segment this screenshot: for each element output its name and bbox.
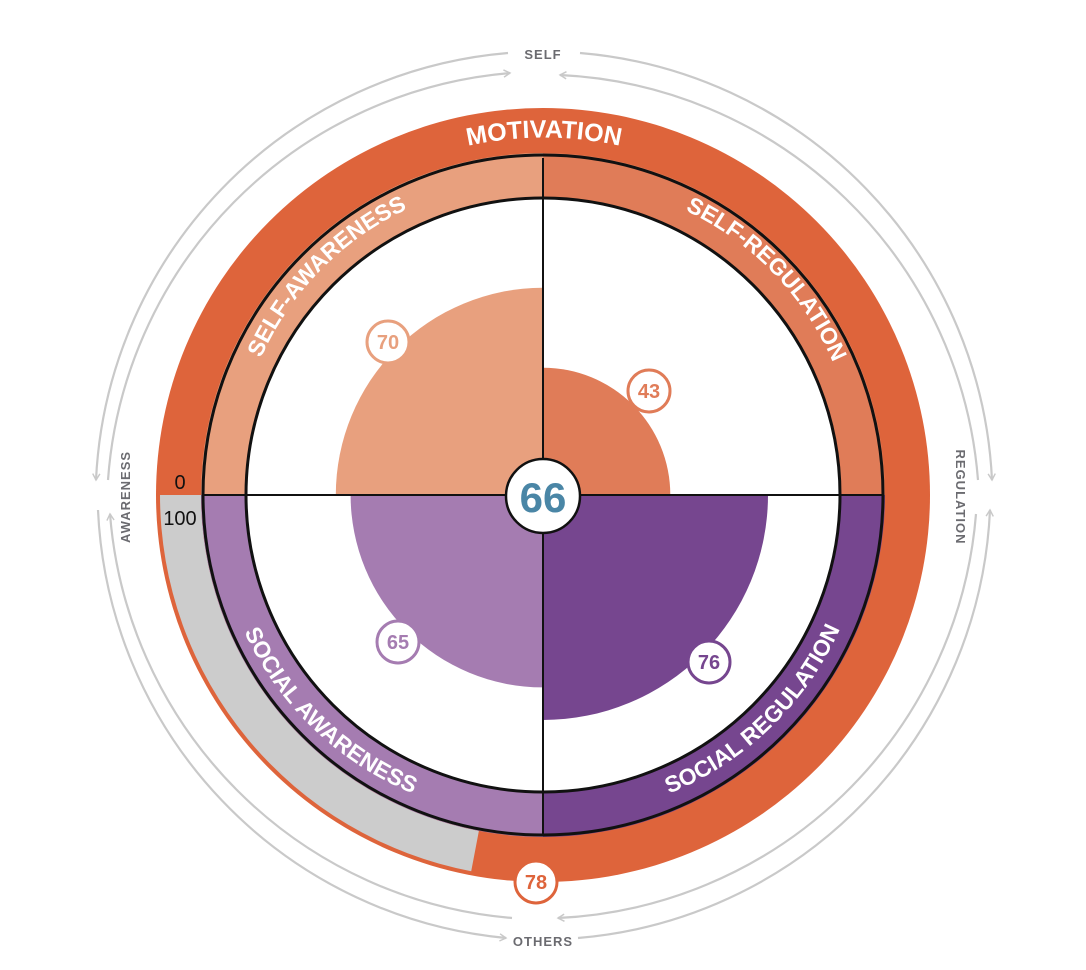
motivation-value: 78	[525, 872, 547, 894]
social-regulation-ring	[543, 495, 885, 837]
arrow-bottom-left-outer	[96, 509, 508, 942]
self-awareness-ring	[201, 153, 543, 495]
self-awareness-value-badge: 70	[365, 319, 411, 365]
social-awareness-ring	[201, 495, 543, 837]
self-regulation-wedge	[543, 367, 671, 495]
social-regulation-wedge	[543, 495, 768, 720]
axis-label-regulation: REGULATION	[953, 450, 968, 545]
arrow-top-left-inner	[106, 69, 512, 481]
axis-label-awareness: AWARENESS	[118, 451, 133, 543]
axis-label-others: OTHERS	[513, 934, 573, 949]
overall-score: 66	[520, 474, 567, 521]
social-awareness-wedge	[350, 495, 543, 688]
self-regulation-ring	[543, 153, 885, 495]
arrow-top-right-inner	[558, 71, 980, 481]
arrow-bottom-left-inner	[106, 512, 513, 920]
axis-label-self: SELF	[524, 47, 561, 62]
overall-score-badge: 66	[504, 457, 582, 535]
self-regulation-value: 43	[638, 381, 660, 403]
self-regulation-value-badge: 43	[626, 368, 672, 414]
arrow-top-right-outer	[579, 51, 996, 482]
motivation-remainder-arc	[160, 495, 479, 872]
social-awareness-value-badge: 65	[375, 619, 421, 665]
scale-max-label: 100	[163, 508, 196, 530]
self-awareness-wedge	[335, 287, 543, 495]
scale-min-label: 0	[174, 472, 185, 494]
social-regulation-value-badge: 76	[686, 639, 732, 685]
self-awareness-value: 70	[377, 332, 399, 354]
motivation-value-badge: 78	[513, 859, 559, 905]
arrow-top-left-outer	[92, 51, 509, 482]
social-regulation-value: 76	[698, 652, 720, 674]
axis-arrows	[92, 51, 996, 942]
social-awareness-value: 65	[387, 632, 409, 654]
quadrant-wedges	[335, 287, 768, 720]
arrow-bottom-right-outer	[577, 508, 994, 940]
arrow-bottom-right-inner	[556, 513, 978, 922]
